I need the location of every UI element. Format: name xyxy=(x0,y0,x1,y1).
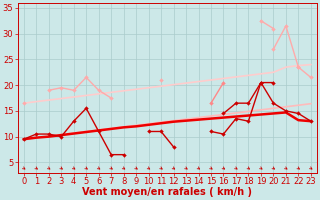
X-axis label: Vent moyen/en rafales ( km/h ): Vent moyen/en rafales ( km/h ) xyxy=(82,187,252,197)
